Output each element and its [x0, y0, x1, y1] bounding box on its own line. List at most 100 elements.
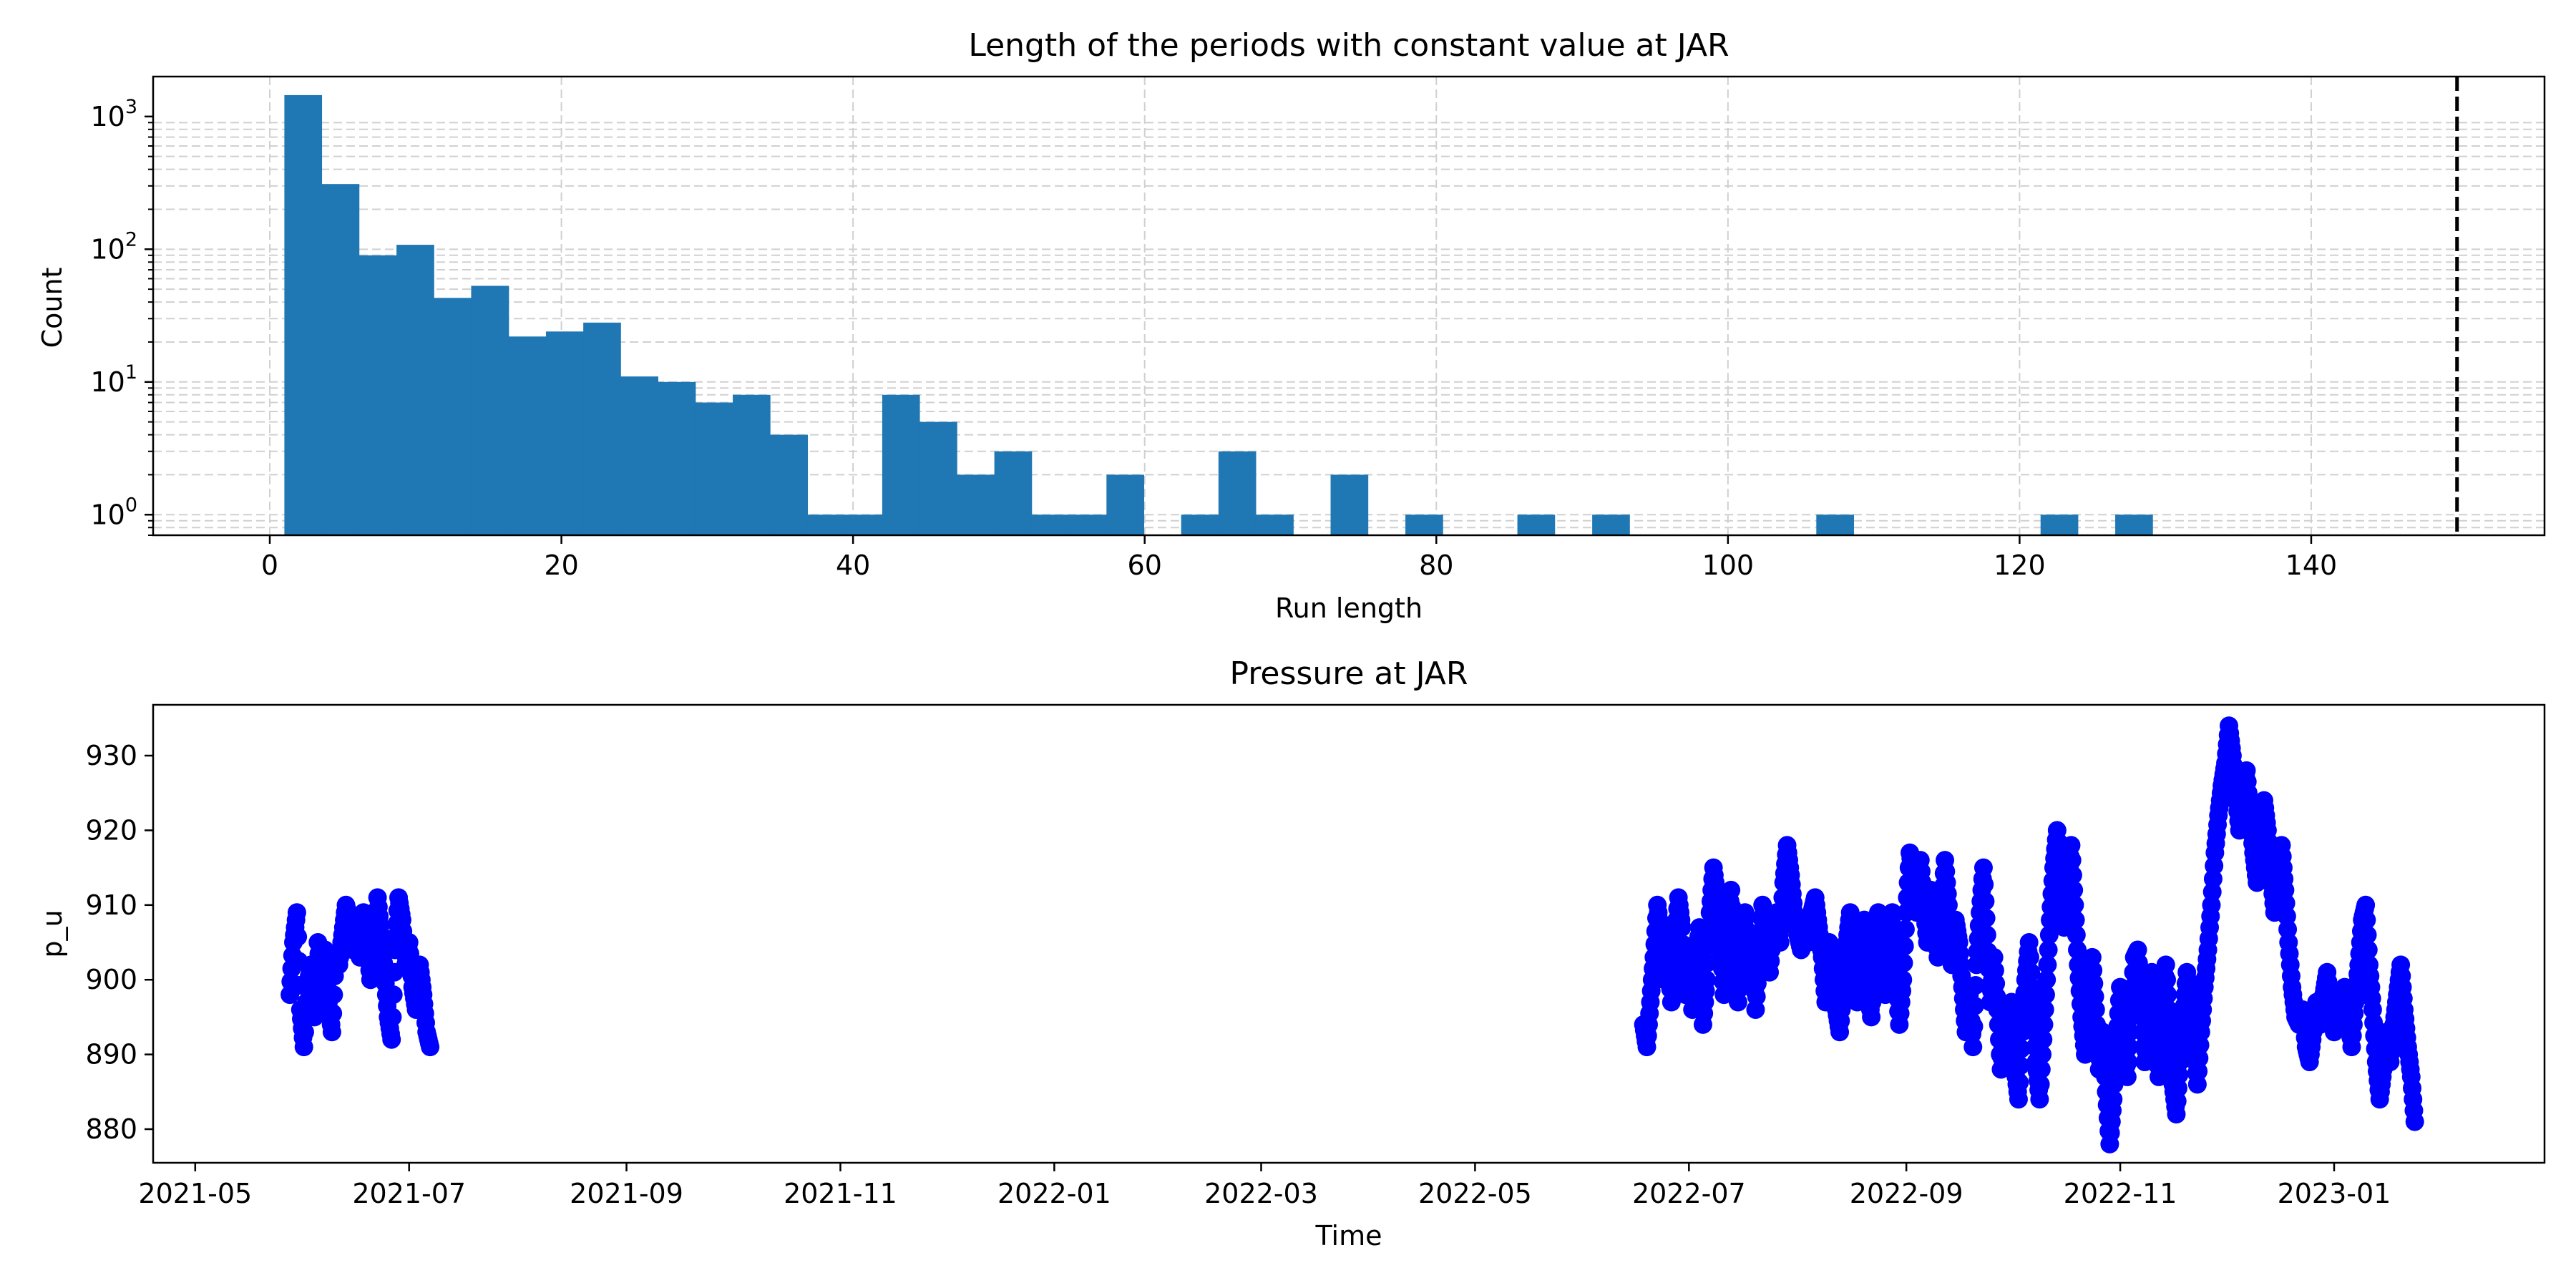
pressure-point: [2093, 1023, 2112, 1042]
pressure-point: [1965, 996, 1984, 1015]
histogram-bar: [396, 245, 434, 535]
histogram-bar: [1517, 514, 1556, 535]
pressure-points: [280, 716, 2424, 1153]
pressure-point: [324, 985, 343, 1005]
pressure-point: [2062, 851, 2082, 870]
pressure-point: [1938, 895, 1958, 914]
pressure-point: [2035, 1000, 2054, 1019]
pressure-point: [2022, 977, 2041, 997]
pressure-point: [2119, 1038, 2139, 1057]
pressure-point: [2036, 985, 2055, 1005]
pressure-y-label: p_u: [36, 909, 68, 957]
y-tick-label: 920: [85, 814, 137, 846]
pressure-point: [382, 1030, 401, 1049]
histogram-bar: [620, 376, 658, 535]
pressure-point: [2068, 940, 2087, 960]
histogram-bar: [2115, 514, 2153, 535]
pressure-point: [1698, 953, 1717, 972]
pressure-point: [1964, 1017, 1984, 1036]
histogram-axes-frame: [152, 75, 2546, 537]
histogram-plot: Length of the periods with constant valu…: [36, 27, 2546, 624]
pressure-point: [2020, 947, 2039, 967]
y-tick-label: 910: [85, 889, 137, 921]
histogram-bar: [1218, 451, 1257, 535]
histogram-bar: [471, 286, 509, 535]
pressure-axes-frame: [152, 703, 2546, 1164]
pressure-point: [322, 1023, 341, 1042]
x-tick-label: 0: [261, 550, 278, 581]
pressure-point: [2021, 962, 2041, 982]
pressure-point: [2031, 1075, 2050, 1094]
pressure-point: [2067, 925, 2086, 945]
pressure-point: [2039, 940, 2058, 960]
histogram-bar: [919, 421, 957, 535]
histogram-bar: [1330, 474, 1369, 535]
histogram-bar: [994, 451, 1033, 535]
y-tick-label: 890: [85, 1039, 137, 1070]
pressure-point: [1771, 918, 1790, 937]
pressure-point: [2065, 895, 2084, 914]
pressure-point: [305, 1008, 324, 1027]
pressure-point: [2358, 940, 2378, 960]
pressure-point: [2158, 985, 2177, 1005]
pressure-point: [1862, 1008, 1881, 1027]
histogram-title: Length of the periods with constant valu…: [968, 27, 1729, 64]
pressure-point: [2159, 1000, 2178, 1019]
x-tick-label: 2021-09: [570, 1178, 683, 1209]
pressure-point: [1893, 970, 1913, 990]
y-tick-label: 880: [85, 1113, 137, 1145]
histogram-x-ticks: 0 20 40 60 80 100 120 140: [261, 535, 2337, 581]
x-tick-label: 2022-07: [1632, 1178, 1746, 1209]
pressure-point: [1735, 903, 1755, 922]
x-tick-label: 2022-09: [1850, 1178, 1963, 1209]
histogram-bar: [770, 434, 809, 535]
x-tick-label: 2022-03: [1204, 1178, 1318, 1209]
histogram-bar: [1106, 474, 1144, 535]
pressure-point: [1976, 909, 1996, 928]
histogram-bar: [1068, 514, 1107, 535]
pressure-point: [288, 927, 308, 947]
pressure-x-ticks: 2021-05 2021-07 2021-09 2021-11 2022-01 2022-…: [138, 1163, 2391, 1209]
pressure-point: [1896, 919, 1915, 939]
x-tick-label: 2022-05: [1418, 1178, 1532, 1209]
x-tick-label: 2021-07: [352, 1178, 466, 1209]
histogram-bar: [733, 394, 771, 535]
pressure-point: [2011, 1039, 2031, 1058]
pressure-point: [2010, 1073, 2029, 1092]
histogram-bar: [358, 255, 397, 535]
pressure-point: [2034, 1030, 2053, 1049]
pressure-point: [2356, 895, 2376, 914]
x-tick-label: 2022-11: [2064, 1178, 2177, 1209]
pressure-point: [2156, 955, 2175, 975]
pressure-point: [294, 1038, 313, 1057]
pressure-point: [295, 1023, 314, 1042]
y-tick-label: 101: [90, 361, 137, 398]
histogram-bar: [957, 474, 995, 535]
x-tick-label: 80: [1419, 550, 1453, 581]
pressure-point: [1974, 858, 1993, 877]
pressure-point: [1722, 880, 1741, 899]
pressure-y-ticks: 880 890 900 910 920 930: [85, 740, 153, 1145]
pressure-point: [1977, 925, 1996, 945]
x-tick-label: 40: [836, 550, 870, 581]
pressure-point: [2405, 1112, 2424, 1131]
pressure-point: [2030, 1090, 2049, 1109]
histogram-bar: [807, 514, 846, 535]
histogram-bars: [284, 94, 2153, 536]
pressure-point: [2031, 1060, 2051, 1079]
histogram-bar: [321, 184, 360, 535]
pressure-point: [1963, 1038, 1983, 1057]
x-tick-label: 20: [544, 550, 578, 581]
histogram-bar: [658, 381, 696, 535]
pressure-x-label: Time: [1315, 1220, 1382, 1252]
pressure-point: [1672, 918, 1692, 937]
pressure-point: [1894, 953, 1913, 972]
y-tick-label: 900: [85, 964, 137, 995]
y-tick-label: 930: [85, 740, 137, 771]
pressure-point: [2086, 1000, 2105, 1019]
pressure-point: [2063, 866, 2082, 885]
pressure-point: [1975, 875, 1994, 894]
histogram-bar: [1031, 514, 1070, 535]
pressure-point: [1895, 937, 1914, 956]
histogram-bar: [844, 514, 883, 535]
